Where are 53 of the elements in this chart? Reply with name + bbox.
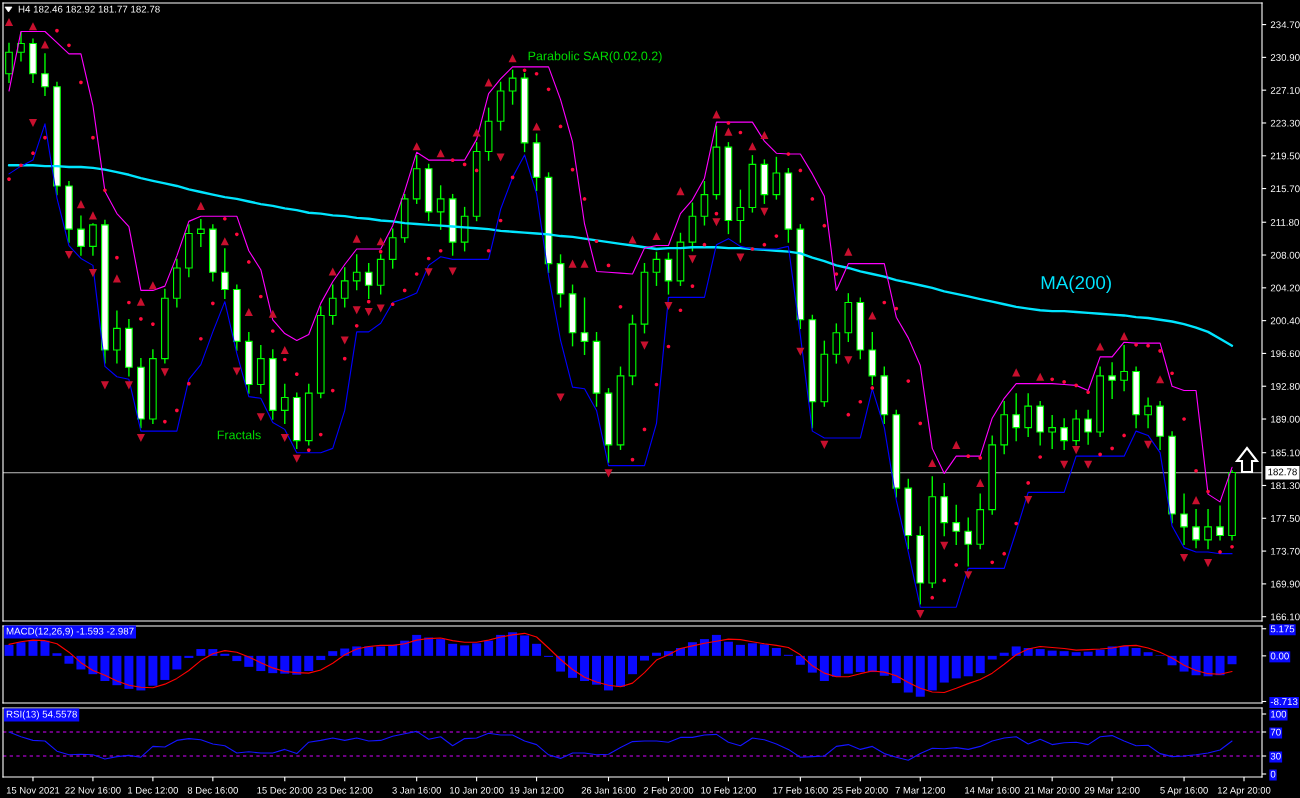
x-tick-label: 12 Apr 20:00 — [1217, 786, 1271, 796]
x-tick-label: 25 Feb 20:00 — [832, 786, 888, 794]
x-tick-label: 10 Feb 12:00 — [701, 786, 756, 794]
y-tick-label: 189.00 — [1271, 415, 1300, 423]
y-tick-label: 227.10 — [1270, 86, 1300, 94]
series-label: MA(200) — [1041, 275, 1111, 293]
x-tick-label: 2 Feb 20:00 — [643, 786, 694, 794]
y-tick-label: 234.70 — [1270, 21, 1300, 29]
y-tick-label: 215.70 — [1270, 185, 1300, 193]
y-tick-label: 192.80 — [1271, 382, 1300, 390]
annotation: Parabolic SAR(0.02,0.2) — [528, 51, 662, 63]
y-tick-label: -8.713 — [1270, 698, 1298, 706]
y-tick-label: 211.80 — [1270, 218, 1299, 226]
y-tick-label: 0.00 — [1270, 652, 1289, 660]
x-tick-label: 5 Apr 16:00 — [1160, 786, 1208, 796]
ref-line-label: 182.78 — [1268, 468, 1297, 476]
y-tick-label: 204.20 — [1270, 284, 1300, 292]
y-tick-label: 5.175 — [1270, 625, 1295, 633]
y-tick-label: 219.50 — [1270, 152, 1300, 160]
chart-title: H4 182.46 182.92 181.77 182.78 — [18, 5, 160, 13]
chart-title: MACD(12,26,9) -1.593 -2.987 — [6, 627, 134, 637]
y-tick-label: 230.90 — [1270, 54, 1300, 61]
x-tick-label: 10 Jan 20:00 — [450, 786, 504, 794]
x-tick-label: 26 Jan 16:00 — [581, 786, 636, 794]
y-tick-label: 0 — [1270, 770, 1276, 778]
x-tick-label: 3 Jan 16:00 — [392, 786, 441, 794]
y-tick-label: 185.10 — [1271, 449, 1300, 457]
y-tick-label: 208.00 — [1270, 251, 1300, 259]
y-tick-label: 70 — [1270, 728, 1281, 736]
y-tick-label: 169.90 — [1271, 580, 1300, 588]
x-tick-label: 23 Dec 12:00 — [317, 786, 373, 794]
x-tick-label: 29 Mar 12:00 — [1084, 786, 1140, 794]
x-tick-label: 15 Nov 2021 — [6, 786, 60, 794]
x-tick-label: 14 Mar 16:00 — [965, 786, 1020, 794]
x-tick-label: 21 Mar 20:00 — [1024, 786, 1080, 794]
x-tick-label: 15 Dec 20:00 — [257, 786, 313, 794]
y-tick-label: 177.50 — [1271, 515, 1300, 522]
x-tick-label: 19 Jan 12:00 — [509, 786, 564, 794]
y-tick-label: 223.30 — [1270, 119, 1300, 127]
x-tick-label: 7 Mar 12:00 — [895, 786, 946, 794]
y-tick-label: 196.60 — [1271, 350, 1300, 358]
y-tick-label: 166.10 — [1271, 613, 1300, 621]
x-tick-label: 22 Nov 16:00 — [65, 786, 121, 794]
y-tick-label: 173.70 — [1271, 547, 1300, 555]
y-tick-label: 30 — [1270, 752, 1281, 760]
y-tick-label: 200.40 — [1270, 317, 1300, 325]
y-tick-label: 181.30 — [1271, 482, 1300, 490]
annotation: Fractals — [217, 430, 261, 440]
x-tick-label: 17 Feb 16:00 — [773, 786, 828, 794]
chart-title: RSI(13) 54.5578 — [6, 710, 77, 720]
x-tick-label: 8 Dec 16:00 — [187, 786, 238, 794]
x-tick-label: 1 Dec 12:00 — [128, 786, 178, 794]
y-tick-label: 100 — [1271, 710, 1287, 718]
